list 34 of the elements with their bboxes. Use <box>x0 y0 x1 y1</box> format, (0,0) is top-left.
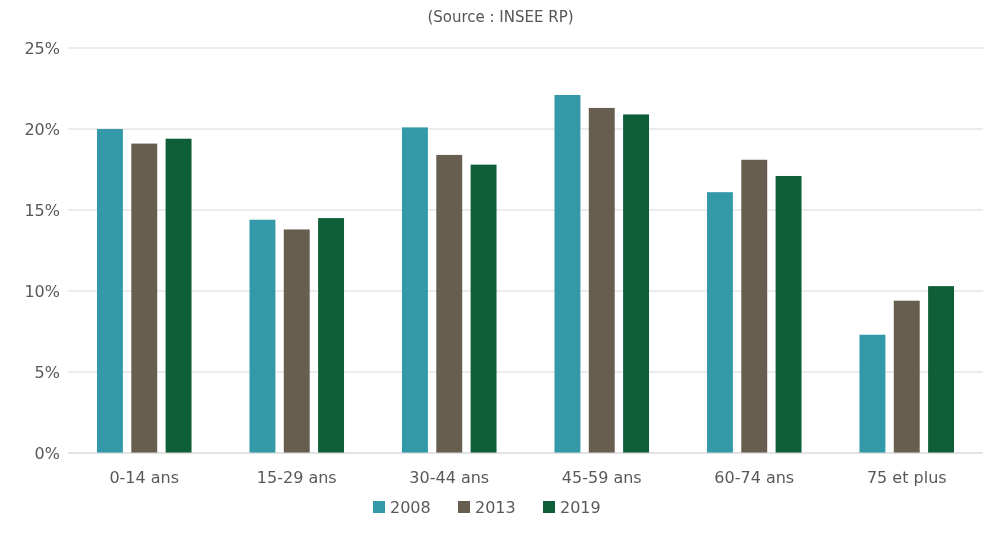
x-tick-label: 15-29 ans <box>256 468 337 487</box>
y-tick-label: 15% <box>24 200 60 220</box>
bar <box>859 334 886 453</box>
legend-label: 2013 <box>475 498 516 517</box>
bar <box>436 154 463 453</box>
y-tick-label: 5% <box>34 362 60 382</box>
x-tick-label: 60-74 ans <box>714 468 795 487</box>
bar <box>96 129 123 453</box>
y-tick-label: 20% <box>24 119 60 139</box>
bar <box>928 286 955 453</box>
bar <box>588 107 615 453</box>
bar <box>318 218 345 453</box>
bar <box>249 219 276 453</box>
bar <box>775 175 802 453</box>
bar <box>283 229 310 453</box>
y-tick-label: 0% <box>34 443 60 463</box>
bar <box>131 143 158 453</box>
bar <box>401 127 428 453</box>
bar <box>893 300 920 453</box>
y-tick-label: 25% <box>24 38 60 58</box>
bar <box>623 114 650 453</box>
bar <box>165 138 192 453</box>
x-tick-label: 45-59 ans <box>561 468 642 487</box>
x-tick-label: 75 et plus <box>866 468 947 487</box>
bar <box>470 164 497 453</box>
bar <box>706 192 733 453</box>
x-tick-label: 30-44 ans <box>409 468 490 487</box>
legend-label: 2019 <box>560 498 601 517</box>
bar <box>741 159 768 453</box>
bar <box>554 94 581 453</box>
x-tick-label: 0-14 ans <box>109 468 180 487</box>
legend-label: 2008 <box>390 498 431 517</box>
chart-subtitle: (Source : INSEE RP) <box>427 8 574 26</box>
y-tick-label: 10% <box>24 281 60 301</box>
